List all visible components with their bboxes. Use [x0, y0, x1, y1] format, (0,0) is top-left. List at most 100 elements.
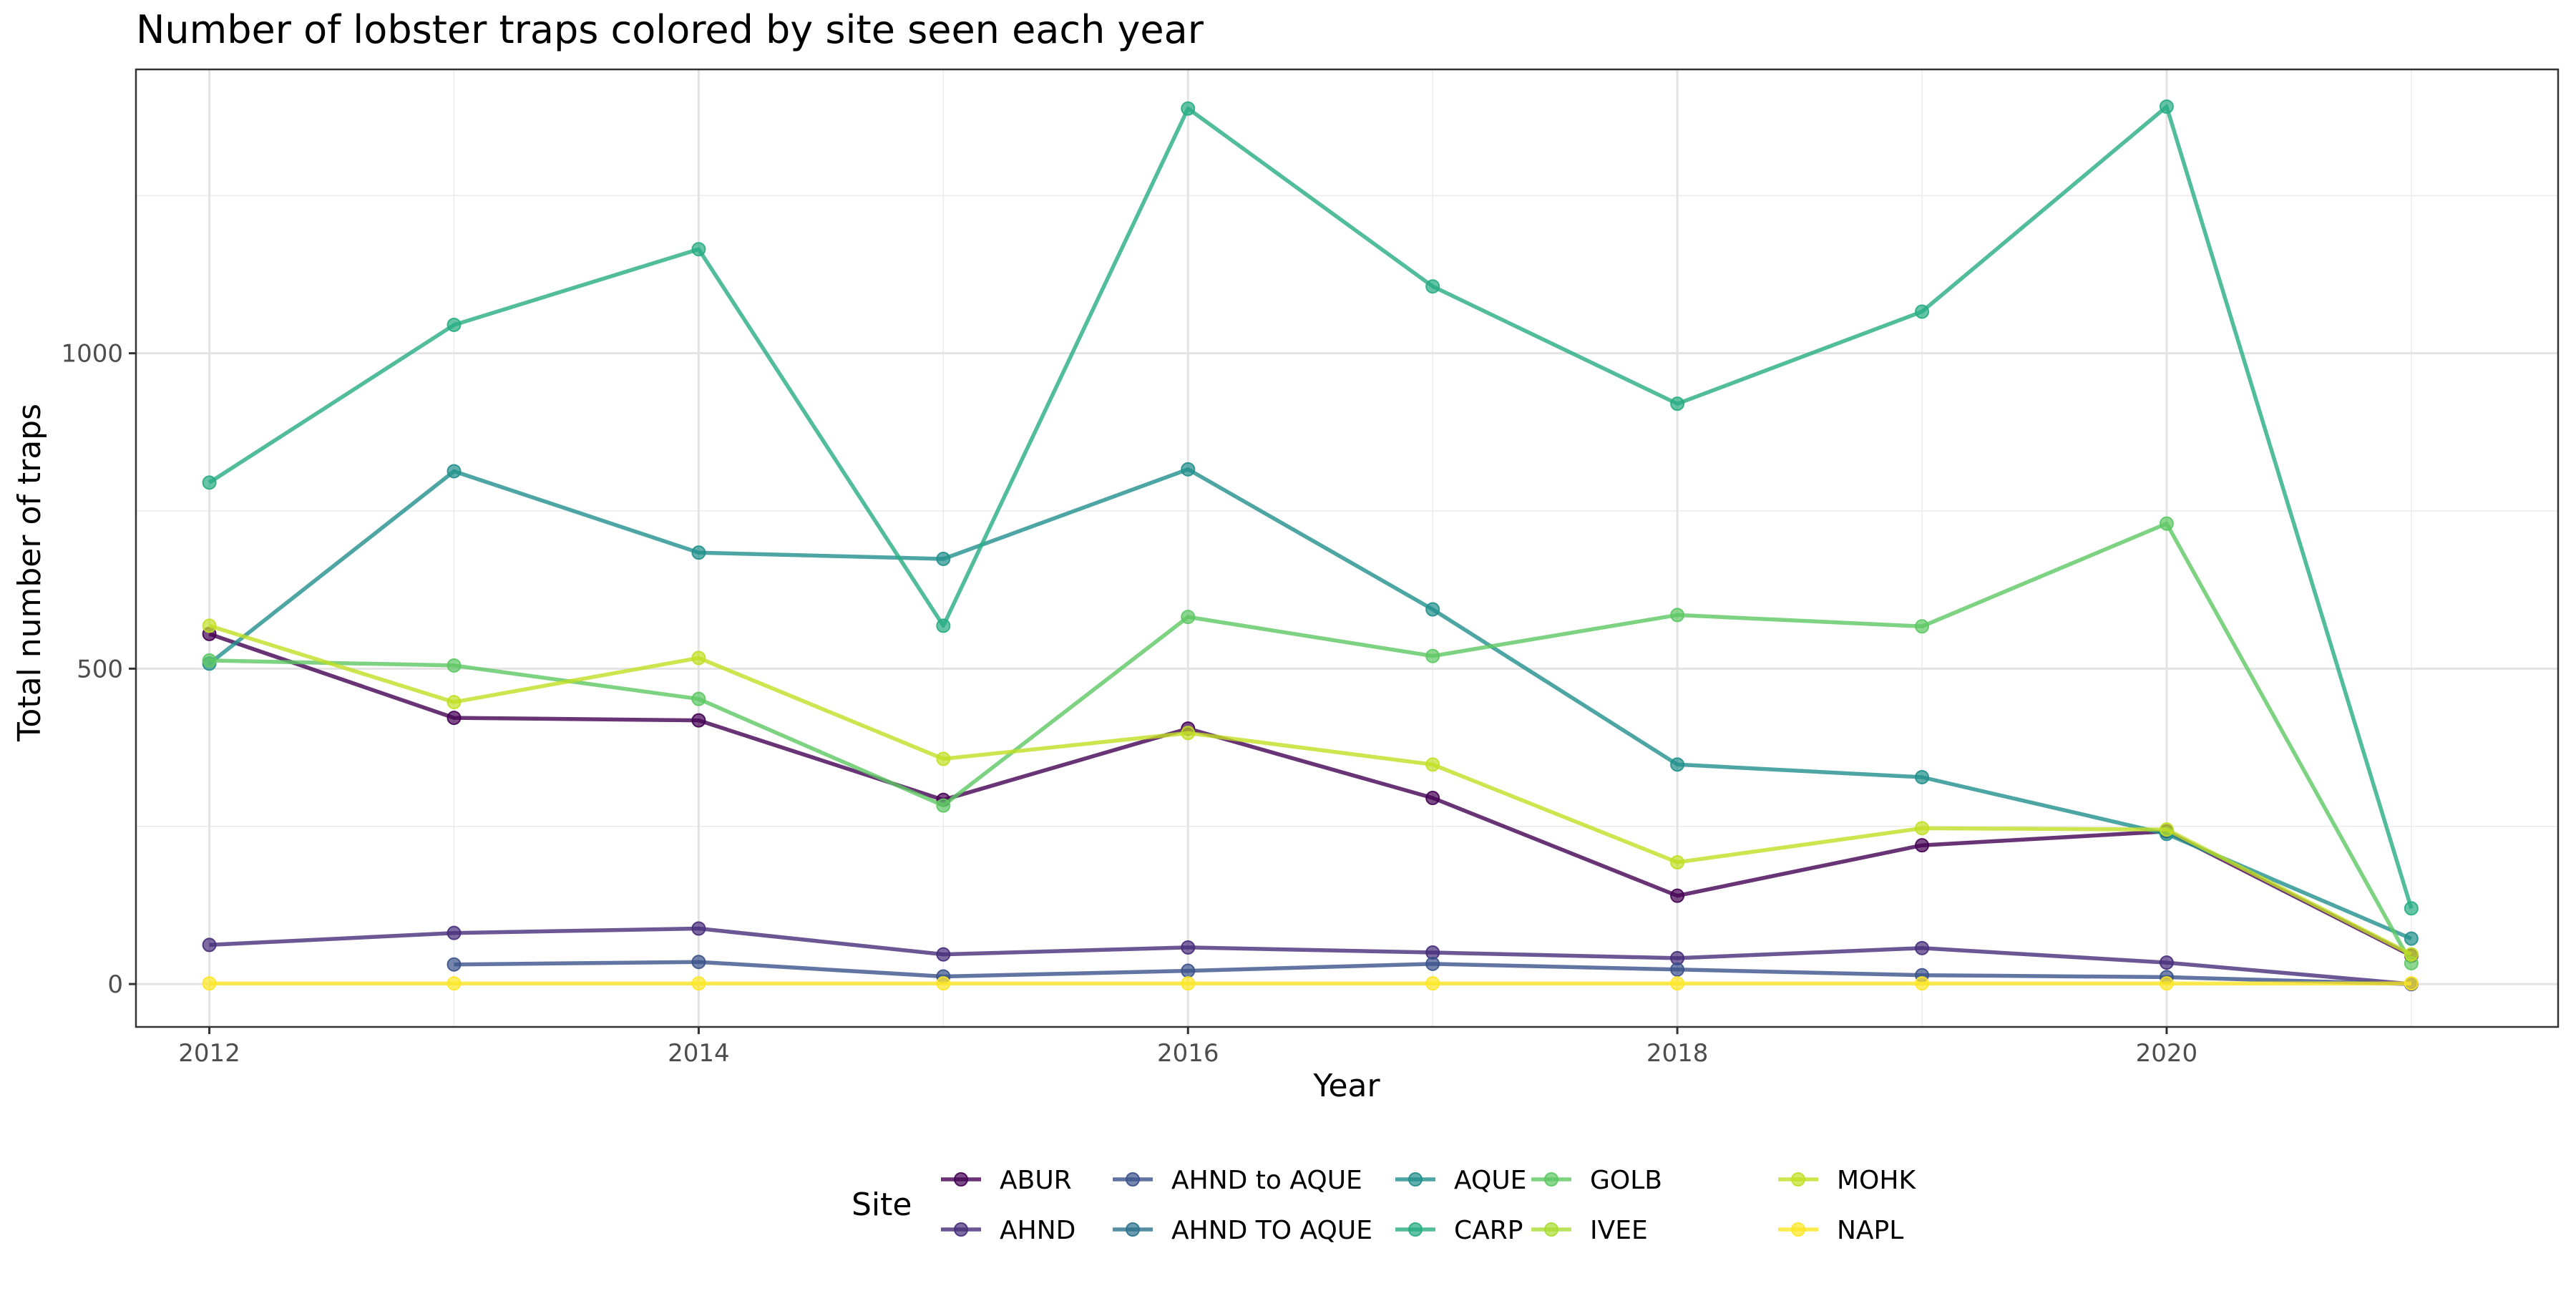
- legend-key-point: [1126, 1222, 1140, 1237]
- data-point: [2159, 99, 2174, 115]
- series-line: [208, 104, 2414, 910]
- data-point: [2404, 901, 2419, 916]
- data-point: [1670, 854, 1685, 869]
- x-tick-label: 2020: [2136, 1039, 2198, 1068]
- data-point: [447, 695, 462, 710]
- data-point: [1181, 462, 1196, 477]
- legend-key-point: [954, 1172, 968, 1187]
- data-point: [1670, 962, 1685, 977]
- legend-key-point: [1791, 1222, 1805, 1237]
- data-point: [1425, 976, 1440, 991]
- data-point: [1670, 757, 1685, 772]
- data-point: [447, 658, 462, 673]
- legend-label: GOLB: [1590, 1166, 1662, 1195]
- data-point: [1915, 838, 1930, 853]
- data-point: [1425, 602, 1440, 617]
- y-tick-label: 0: [107, 970, 123, 999]
- series-line: [209, 521, 2414, 965]
- data-point: [1425, 757, 1440, 772]
- data-point: [1670, 888, 1685, 903]
- data-point: [1181, 610, 1196, 625]
- legend-label: IVEE: [1590, 1216, 1648, 1245]
- y-tick-label: 500: [77, 655, 123, 683]
- legend: Site ABUR AHND AHND to AQUE AHND TO AQUE AQU…: [852, 1166, 1916, 1245]
- chart-title: Number of lobster traps colored by site …: [136, 7, 1204, 52]
- series-line: [208, 623, 2413, 957]
- data-point: [1181, 726, 1196, 741]
- data-point: [202, 475, 217, 490]
- data-point: [1915, 304, 1930, 319]
- data-point: [1181, 963, 1196, 978]
- data-point: [1915, 769, 1930, 784]
- data-point: [1425, 791, 1440, 806]
- data-point: [2404, 976, 2419, 991]
- data-point: [447, 711, 462, 726]
- data-point: [202, 937, 217, 953]
- legend-key-point: [1791, 1172, 1805, 1187]
- data-point: [936, 798, 951, 813]
- data-point: [1425, 956, 1440, 971]
- data-point: [1915, 940, 1930, 955]
- data-point: [1181, 101, 1196, 116]
- data-point: [691, 242, 706, 257]
- data-point: [936, 751, 951, 766]
- legend-label: NAPL: [1837, 1216, 1903, 1245]
- data-point: [447, 976, 462, 991]
- legend-key-point: [1544, 1172, 1558, 1187]
- data-point: [2159, 822, 2174, 837]
- data-point: [447, 317, 462, 332]
- data-point: [447, 464, 462, 479]
- data-point: [691, 955, 706, 970]
- data-point: [202, 976, 217, 991]
- data-point: [1425, 648, 1440, 663]
- data-point: [691, 713, 706, 728]
- data-point: [936, 618, 951, 633]
- data-point: [1670, 976, 1685, 991]
- data-point: [2404, 931, 2419, 946]
- x-tick-label: 2014: [668, 1039, 730, 1068]
- data-point: [1670, 608, 1685, 623]
- legend-label: AHND TO AQUE: [1171, 1216, 1372, 1245]
- plot-panel: [136, 69, 2558, 1027]
- legend-key-point: [1408, 1172, 1423, 1187]
- data-point: [691, 976, 706, 991]
- legend-key-point: [1408, 1222, 1423, 1237]
- legend-label: AHND: [1000, 1216, 1075, 1245]
- y-axis-label: Total number of traps: [11, 404, 48, 742]
- data-point: [936, 551, 951, 566]
- data-point: [691, 545, 706, 560]
- data-point: [202, 618, 217, 633]
- data-point: [936, 947, 951, 962]
- data-point: [202, 653, 217, 668]
- data-point: [691, 651, 706, 666]
- legend-key-point: [1544, 1222, 1558, 1237]
- data-point: [936, 976, 951, 991]
- legend-title: Site: [852, 1187, 912, 1223]
- data-point: [2159, 955, 2174, 970]
- data-point: [447, 957, 462, 972]
- legend-label: AQUE: [1454, 1166, 1526, 1195]
- data-point: [1181, 976, 1196, 991]
- legend-label: CARP: [1454, 1216, 1523, 1245]
- series-line: [209, 926, 2412, 986]
- legend-key-point: [1126, 1172, 1140, 1187]
- data-point: [2159, 976, 2174, 991]
- plot-area: 2012 2014 2016 2018 2020 0 500 1000: [61, 68, 2560, 1068]
- x-tick-label: 2016: [1157, 1039, 1219, 1068]
- x-tick-label: 2012: [178, 1039, 240, 1068]
- data-point: [1915, 821, 1930, 836]
- series-line: [208, 632, 2413, 958]
- data-point: [1915, 976, 1930, 991]
- data-point: [2404, 947, 2419, 962]
- series-line: [208, 467, 2412, 941]
- data-point: [447, 925, 462, 940]
- data-point: [691, 921, 706, 936]
- data-point: [691, 691, 706, 706]
- data-point: [1670, 396, 1685, 411]
- legend-key-point: [954, 1222, 968, 1237]
- legend-label: AHND to AQUE: [1171, 1166, 1362, 1195]
- legend-label: ABUR: [1000, 1166, 1072, 1195]
- legend-label: MOHK: [1837, 1166, 1916, 1195]
